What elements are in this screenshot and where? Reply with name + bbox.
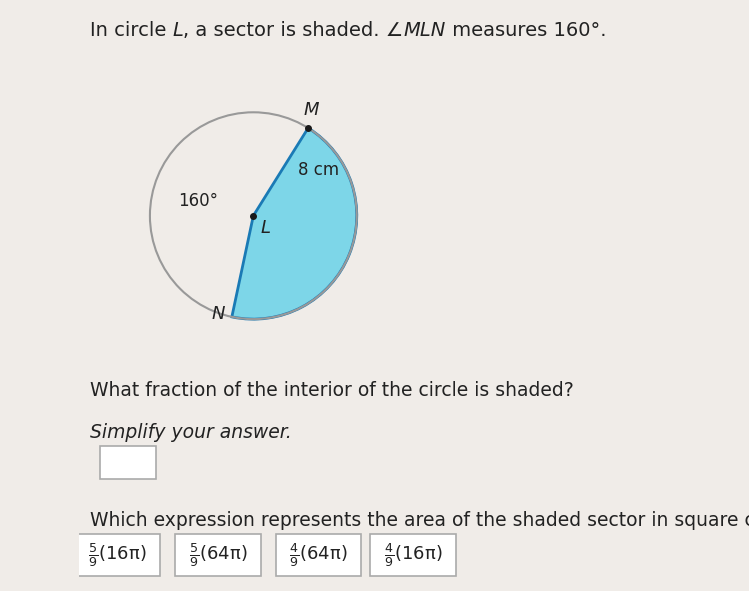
FancyBboxPatch shape (175, 534, 261, 576)
FancyBboxPatch shape (276, 534, 361, 576)
Text: In circle: In circle (90, 21, 172, 40)
Text: Simplify your answer.: Simplify your answer. (90, 423, 291, 441)
Text: $\mathregular{\frac{4}{9}}$(16π): $\mathregular{\frac{4}{9}}$(16π) (383, 541, 442, 569)
Text: What fraction of the interior of the circle is shaded?: What fraction of the interior of the cir… (90, 381, 574, 400)
Text: L: L (172, 21, 184, 40)
FancyBboxPatch shape (100, 446, 156, 479)
Text: measures 160°.: measures 160°. (446, 21, 606, 40)
Text: $\mathregular{\frac{5}{9}}$(64π): $\mathregular{\frac{5}{9}}$(64π) (189, 541, 247, 569)
Wedge shape (232, 128, 357, 319)
Text: , a sector is shaded. ∠: , a sector is shaded. ∠ (184, 21, 404, 40)
Text: 160°: 160° (178, 192, 218, 210)
FancyBboxPatch shape (75, 534, 160, 576)
Text: $\mathregular{\frac{5}{9}}$(16π): $\mathregular{\frac{5}{9}}$(16π) (88, 541, 147, 569)
FancyBboxPatch shape (370, 534, 455, 576)
Text: $\mathregular{\frac{4}{9}}$(64π): $\mathregular{\frac{4}{9}}$(64π) (289, 541, 348, 569)
Text: 8 cm: 8 cm (298, 161, 339, 180)
Text: Which expression represents the area of the shaded sector in square centimeters?: Which expression represents the area of … (90, 511, 749, 530)
Text: L: L (261, 219, 270, 236)
Text: N: N (211, 305, 225, 323)
Text: MLN: MLN (404, 21, 446, 40)
Text: M: M (303, 100, 319, 119)
